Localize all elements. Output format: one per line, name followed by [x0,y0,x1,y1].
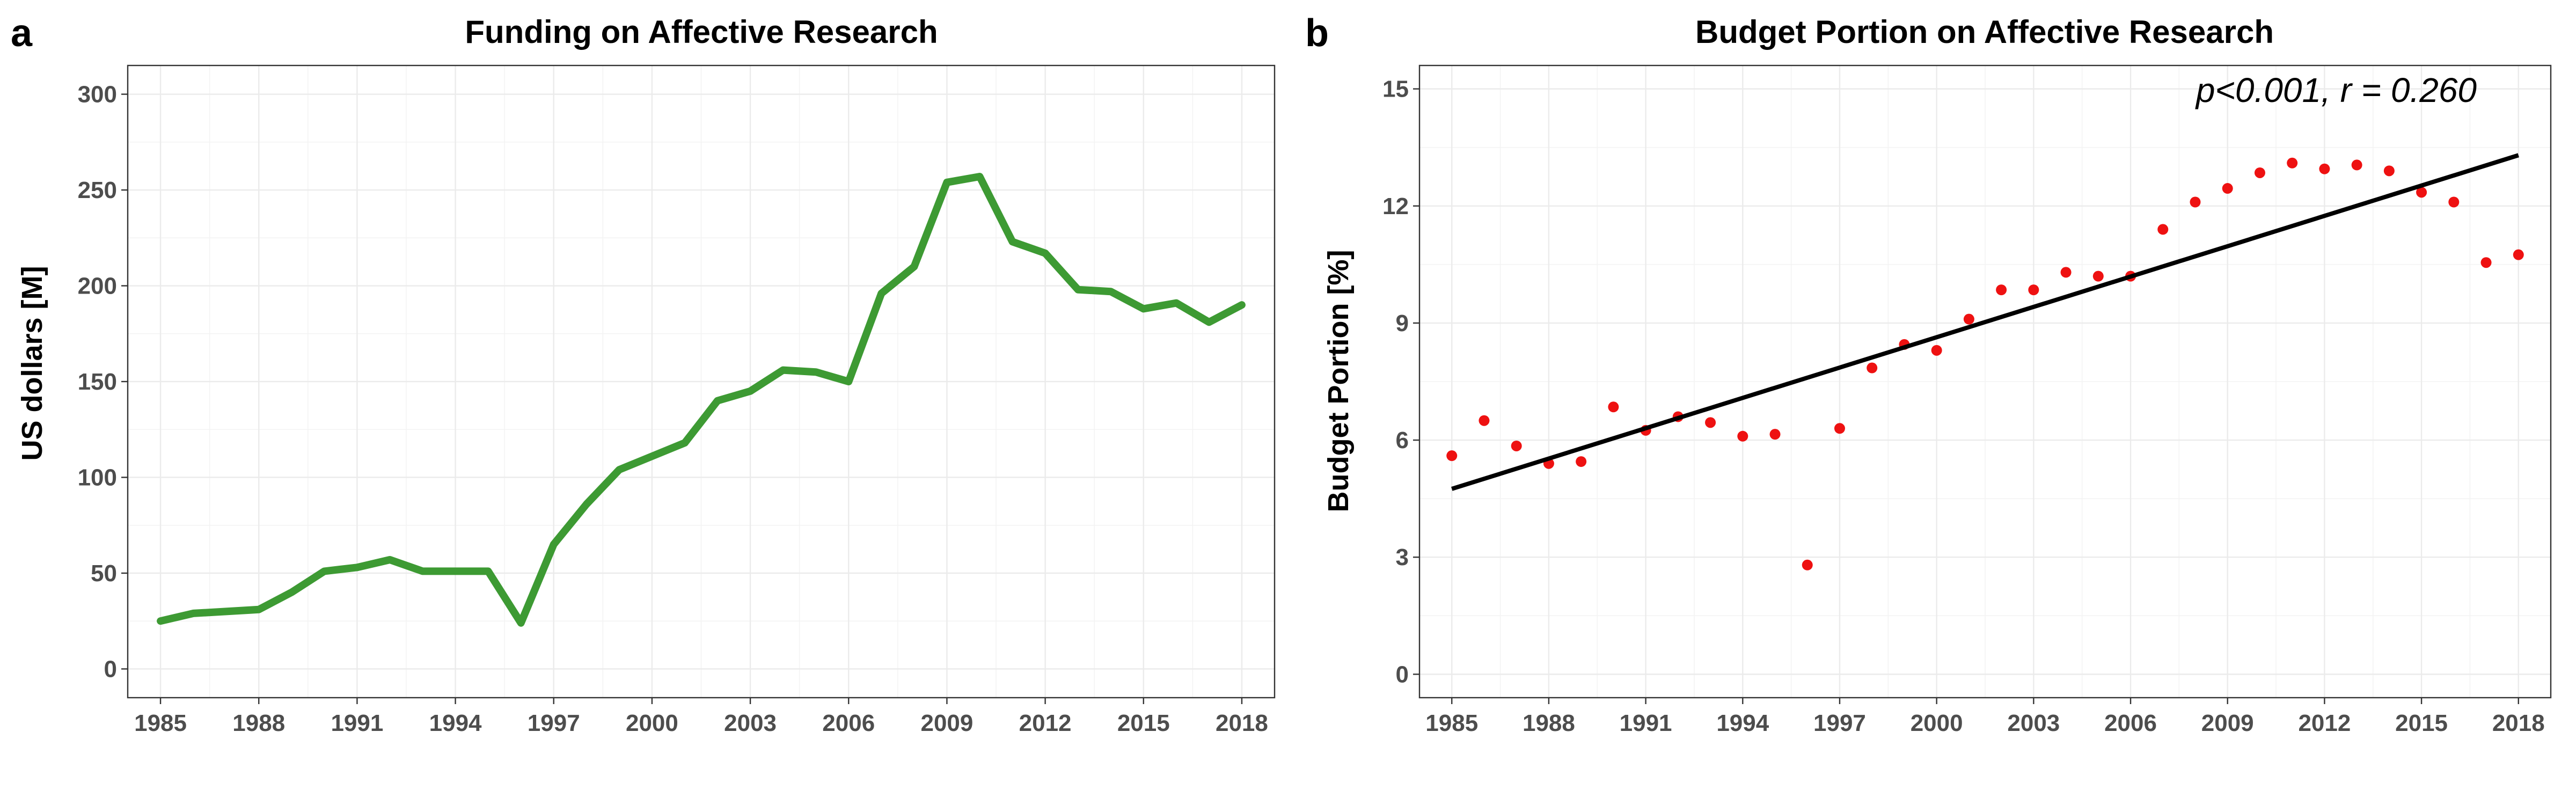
panel-a-title: Funding on Affective Research [465,14,938,50]
x-tick-label: 1991 [1620,710,1672,736]
panel-b-y-axis-title: Budget Portion [%] [1322,250,1355,513]
x-tick-label: 2018 [2492,710,2545,736]
x-tick-label: 2003 [724,710,777,736]
data-point [2028,284,2039,296]
data-point [1608,401,1619,413]
y-tick-label: 0 [104,656,117,682]
y-tick-label: 300 [78,82,117,108]
x-tick-label: 2006 [822,710,875,736]
data-point [1705,417,1716,428]
y-tick-label: 15 [1382,76,1409,103]
x-tick-label: 1991 [331,710,383,736]
panel-a-line-series [157,173,1246,627]
panel-b-budget-chart: b Budget Portion on Affective Research B… [1305,12,2552,736]
p-value: <0.001 [2215,71,2322,109]
panel-b-scatter-series [1446,153,2524,570]
y-tick-label: 9 [1396,310,1409,336]
data-point [2157,224,2169,235]
panel-a-letter: a [11,12,33,55]
panel-a-axis-ticks: 1985 1988 1991 1994 1997 2000 2003 2006 2009 2012… [78,82,1268,736]
x-tick-label: 2015 [2395,710,2448,736]
data-point [1479,415,1490,426]
panel-a-gridlines [128,65,1275,698]
data-point [1867,362,1878,374]
x-tick-label: 1988 [232,710,285,736]
data-point [1737,430,1748,442]
data-point [1834,423,1845,434]
panel-b-title: Budget Portion on Affective Research [1695,14,2274,50]
x-tick-label: 1985 [1425,710,1478,736]
x-tick-label: 1997 [1813,710,1866,736]
x-tick-label: 1985 [134,710,187,736]
y-tick-label: 3 [1396,544,1409,570]
x-tick-label: 2018 [1216,710,1268,736]
x-tick-label: 2003 [2007,710,2060,736]
data-point [1963,313,1974,325]
x-tick-label: 2009 [920,710,973,736]
x-tick-label: 2015 [1117,710,1170,736]
data-point [2092,270,2104,282]
x-tick-label: 2006 [2104,710,2157,736]
panel-a-plot-border [127,64,1276,699]
y-tick-label: 100 [78,464,117,491]
x-tick-label: 2000 [626,710,678,736]
data-point [1576,456,1587,467]
data-point [2060,267,2072,278]
data-point [2319,163,2330,174]
x-tick-label: 1994 [1716,710,1769,736]
data-point [1446,450,1458,462]
funding-line [157,173,1246,627]
data-point [1511,440,1522,451]
y-tick-label: 0 [1396,661,1409,687]
x-tick-label: 1997 [528,710,580,736]
data-point [1931,345,1942,356]
data-point [2513,249,2524,260]
y-tick-label: 150 [78,369,117,395]
x-tick-label: 2000 [1911,710,1963,736]
data-point [2351,159,2362,171]
panel-a-funding-chart: a Funding on Affective Research US dolla… [11,12,1276,736]
x-tick-label: 1994 [429,710,482,736]
data-point [2383,165,2395,177]
r-symbol: r [2340,71,2353,109]
data-point [2416,187,2427,198]
x-tick-label: 2009 [2201,710,2254,736]
panel-b-letter: b [1305,12,1329,55]
panel-b-gridlines [1419,65,2551,698]
y-tick-label: 6 [1396,427,1409,453]
r-value: = 0.260 [2352,71,2477,109]
y-tick-label: 12 [1382,193,1409,219]
p-symbol: p [2195,71,2215,109]
x-tick-label: 2012 [1019,710,1072,736]
regression-line [1451,153,2519,491]
data-point [1769,429,1781,440]
y-tick-label: 200 [78,273,117,299]
panel-a-y-axis-title: US dollars [M] [16,266,48,460]
data-point [2448,196,2460,208]
panel-b-axis-ticks: 1985 1988 1991 1994 1997 2000 2003 2006 2009 2012… [1382,76,2545,736]
data-point [1802,559,1813,570]
data-point [2190,196,2201,208]
data-point [1996,284,2007,296]
annotation-separator: , [2321,71,2340,109]
data-point [2254,167,2265,178]
x-tick-label: 1988 [1523,710,1575,736]
data-point [2480,257,2492,268]
data-point [2287,157,2298,169]
data-point [2222,183,2233,194]
panel-b-stats-annotation: p<0.001, r = 0.260 [2195,71,2477,109]
x-tick-label: 2012 [2298,710,2351,736]
panel-b-plot-border [1418,64,2552,699]
y-tick-label: 250 [78,177,117,203]
y-tick-label: 50 [91,560,117,587]
